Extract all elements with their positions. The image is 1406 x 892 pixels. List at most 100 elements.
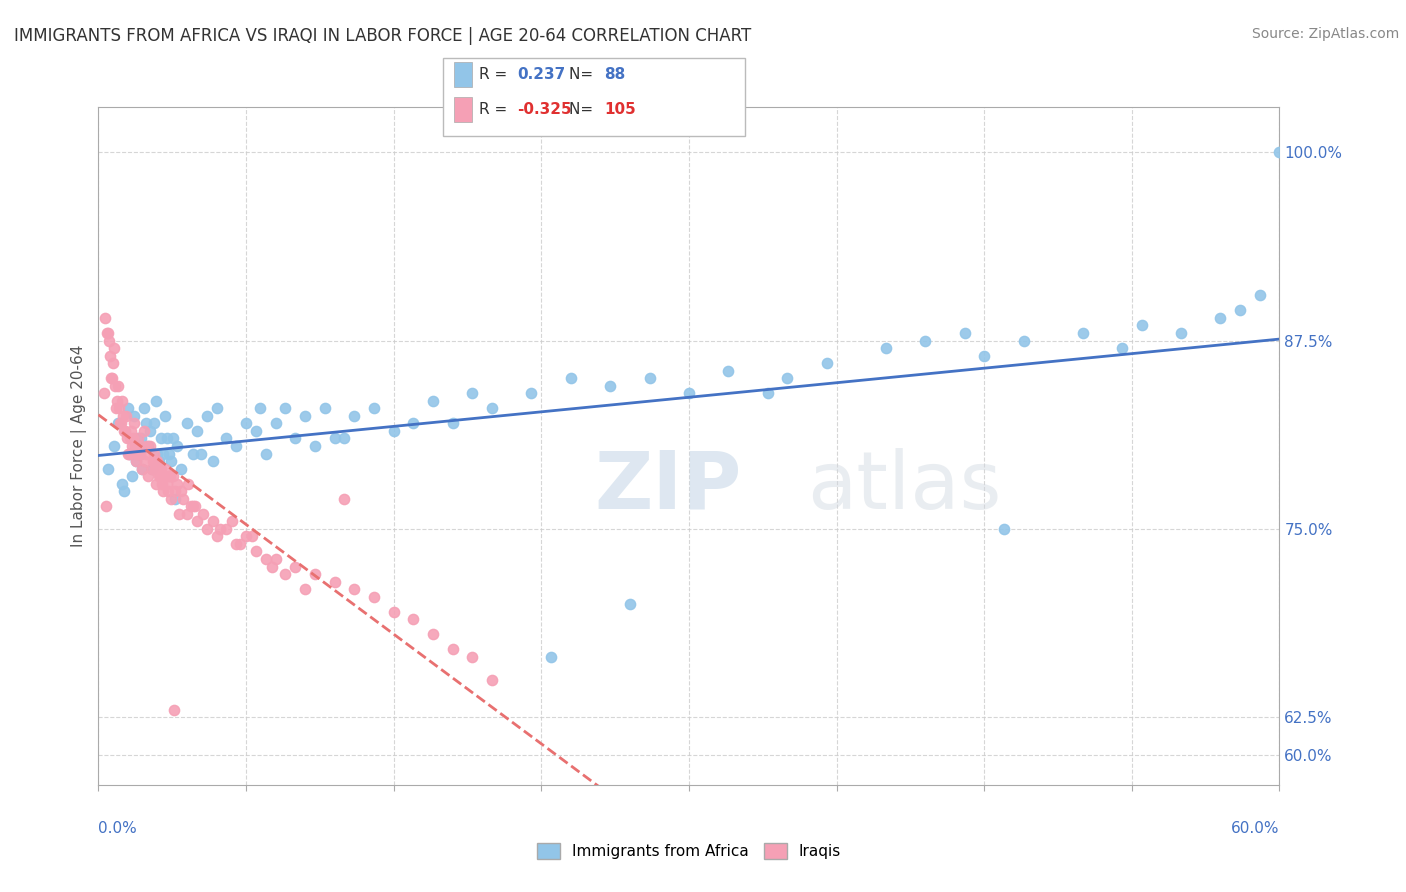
Text: 0.237: 0.237 xyxy=(517,67,565,81)
Point xyxy=(274,401,297,416)
Text: 105: 105 xyxy=(605,103,637,117)
Point xyxy=(118,446,141,460)
Point xyxy=(254,552,277,566)
Point xyxy=(240,529,263,543)
Point xyxy=(125,454,148,468)
Point xyxy=(128,446,150,460)
Point xyxy=(441,642,464,657)
Point xyxy=(131,461,153,475)
Point xyxy=(205,529,228,543)
Point xyxy=(835,785,858,799)
Point xyxy=(129,439,152,453)
Point xyxy=(323,432,346,446)
Point xyxy=(235,417,257,431)
Point xyxy=(1268,145,1291,160)
Point xyxy=(953,326,976,340)
Point xyxy=(402,417,425,431)
Point xyxy=(422,393,444,408)
Text: Source: ZipAtlas.com: Source: ZipAtlas.com xyxy=(1251,27,1399,41)
Point xyxy=(520,386,543,401)
Point xyxy=(124,439,146,453)
Point xyxy=(115,432,138,446)
Point xyxy=(195,522,218,536)
Point xyxy=(221,514,243,528)
Point xyxy=(186,514,208,528)
Point xyxy=(264,417,287,431)
Point xyxy=(128,446,150,460)
Point xyxy=(121,439,143,453)
Point xyxy=(108,401,131,416)
Point xyxy=(152,484,174,499)
Point xyxy=(148,454,170,468)
Point xyxy=(638,371,661,385)
Point xyxy=(135,446,157,460)
Point xyxy=(422,627,444,641)
Point xyxy=(160,491,183,506)
Point xyxy=(118,432,141,446)
Point xyxy=(180,500,202,514)
Text: ZIP: ZIP xyxy=(595,448,742,525)
Point xyxy=(284,432,307,446)
Text: 60.0%: 60.0% xyxy=(1232,821,1279,836)
Point xyxy=(1071,326,1094,340)
Point xyxy=(181,500,204,514)
Point xyxy=(1209,310,1232,325)
Point xyxy=(142,446,165,460)
Point xyxy=(122,417,145,431)
Text: 88: 88 xyxy=(605,67,626,81)
Point xyxy=(678,386,700,401)
Text: -0.325: -0.325 xyxy=(517,103,572,117)
Point xyxy=(101,371,124,385)
Point xyxy=(105,401,128,416)
Point xyxy=(560,371,582,385)
Point xyxy=(304,567,326,582)
Point xyxy=(1170,326,1192,340)
Point xyxy=(181,446,204,460)
Point xyxy=(100,371,122,385)
Point xyxy=(215,432,238,446)
Point xyxy=(120,424,142,438)
Point xyxy=(245,544,267,558)
Point xyxy=(209,522,232,536)
Point xyxy=(152,446,174,460)
Point xyxy=(110,417,132,431)
Point xyxy=(163,703,186,717)
Point xyxy=(142,417,165,431)
Point xyxy=(114,424,136,438)
Point xyxy=(159,469,181,483)
Point xyxy=(96,326,118,340)
Point xyxy=(333,491,356,506)
Point xyxy=(121,469,143,483)
Point xyxy=(176,507,198,521)
Point xyxy=(284,559,307,574)
Point xyxy=(235,529,257,543)
Text: 0.0%: 0.0% xyxy=(98,821,138,836)
Point xyxy=(481,401,503,416)
Point xyxy=(150,461,173,475)
Point xyxy=(98,334,121,348)
Point xyxy=(254,446,277,460)
Point xyxy=(145,454,167,468)
Point xyxy=(135,439,157,453)
Point xyxy=(157,446,180,460)
Point xyxy=(461,386,484,401)
Point xyxy=(103,341,125,355)
Text: atlas: atlas xyxy=(807,448,1001,525)
Point xyxy=(138,439,160,453)
Point xyxy=(146,446,169,460)
Point xyxy=(215,522,238,536)
Point xyxy=(128,446,150,460)
Point xyxy=(131,461,153,475)
Point xyxy=(441,417,464,431)
Point xyxy=(314,401,336,416)
Point xyxy=(166,476,188,491)
Point xyxy=(108,417,131,431)
Point xyxy=(118,446,141,460)
Point xyxy=(105,393,128,408)
Point xyxy=(170,461,193,475)
Point xyxy=(122,409,145,423)
Point xyxy=(540,649,562,664)
Point xyxy=(141,461,163,475)
Point xyxy=(184,500,207,514)
Point xyxy=(96,500,118,514)
